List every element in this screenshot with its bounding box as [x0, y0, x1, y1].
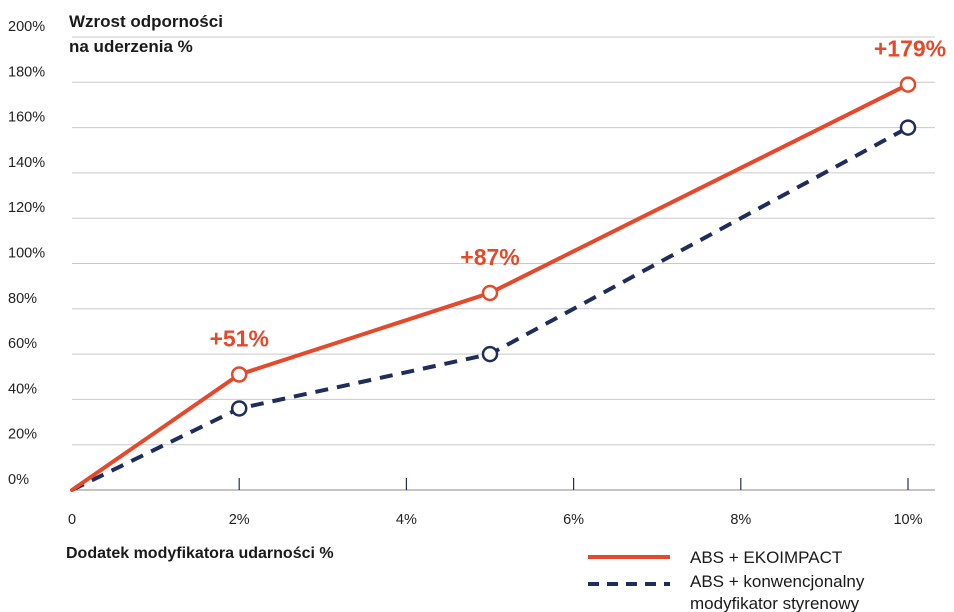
y-tick-label: 60% — [8, 336, 37, 352]
data-label: +51% — [209, 325, 268, 351]
series-1-point — [230, 400, 248, 417]
series-0-point — [481, 284, 499, 302]
y-tick-label: 20% — [8, 427, 37, 443]
y-tick-label: 40% — [8, 381, 37, 397]
x-tick-label: 8% — [730, 512, 751, 528]
y-tick-label: 200% — [8, 19, 45, 35]
x-tick-label: 0 — [68, 512, 76, 528]
series-group — [70, 76, 917, 492]
data-labels: +51% +87% +179% — [209, 36, 946, 352]
y-tick-label: 120% — [8, 200, 45, 216]
series-1-point — [481, 345, 499, 363]
x-axis-ticks: 0 2% 4% 6% 8% 10% — [68, 478, 923, 528]
series-1-point — [899, 119, 917, 136]
y-axis-title-line-2: na uderzenia % — [69, 37, 193, 56]
x-tick-label: 10% — [893, 512, 922, 528]
x-tick-label: 4% — [396, 512, 417, 528]
x-tick-label: 2% — [229, 512, 250, 528]
y-tick-label: 160% — [8, 110, 45, 126]
grid-lines — [72, 36, 935, 491]
legend-label-conventional-line-1: ABS + konwencjonalny — [690, 572, 865, 591]
series-line-1 — [71, 125, 909, 492]
y-tick-label: 80% — [8, 291, 37, 307]
y-tick-label: 0% — [8, 472, 29, 488]
y-axis-title-line-1: Wzrost odporności — [69, 12, 223, 31]
y-tick-label: 140% — [8, 155, 45, 171]
legend-label-ekoimpact: ABS + EKOIMPACT — [690, 548, 842, 567]
legend-label-conventional-line-2: modyfikator styrenowy — [690, 594, 860, 612]
series-0-point — [230, 366, 248, 383]
y-tick-label: 180% — [8, 64, 45, 80]
x-axis-title: Dodatek modyfikatora udarności % — [66, 545, 334, 562]
data-label: +179% — [874, 36, 946, 62]
y-tick-label: 100% — [8, 246, 45, 262]
series-0-point — [899, 76, 917, 93]
y-axis-ticks: 0% 20% 40% 60% 80% 100% 120% 140% 160% 180% 200% — [8, 19, 45, 488]
data-label: +87% — [460, 244, 519, 270]
legend: ABS + EKOIMPACT ABS + konwencjonalny mod… — [588, 548, 865, 612]
x-tick-label: 6% — [563, 512, 584, 528]
series-line-0 — [70, 82, 910, 492]
